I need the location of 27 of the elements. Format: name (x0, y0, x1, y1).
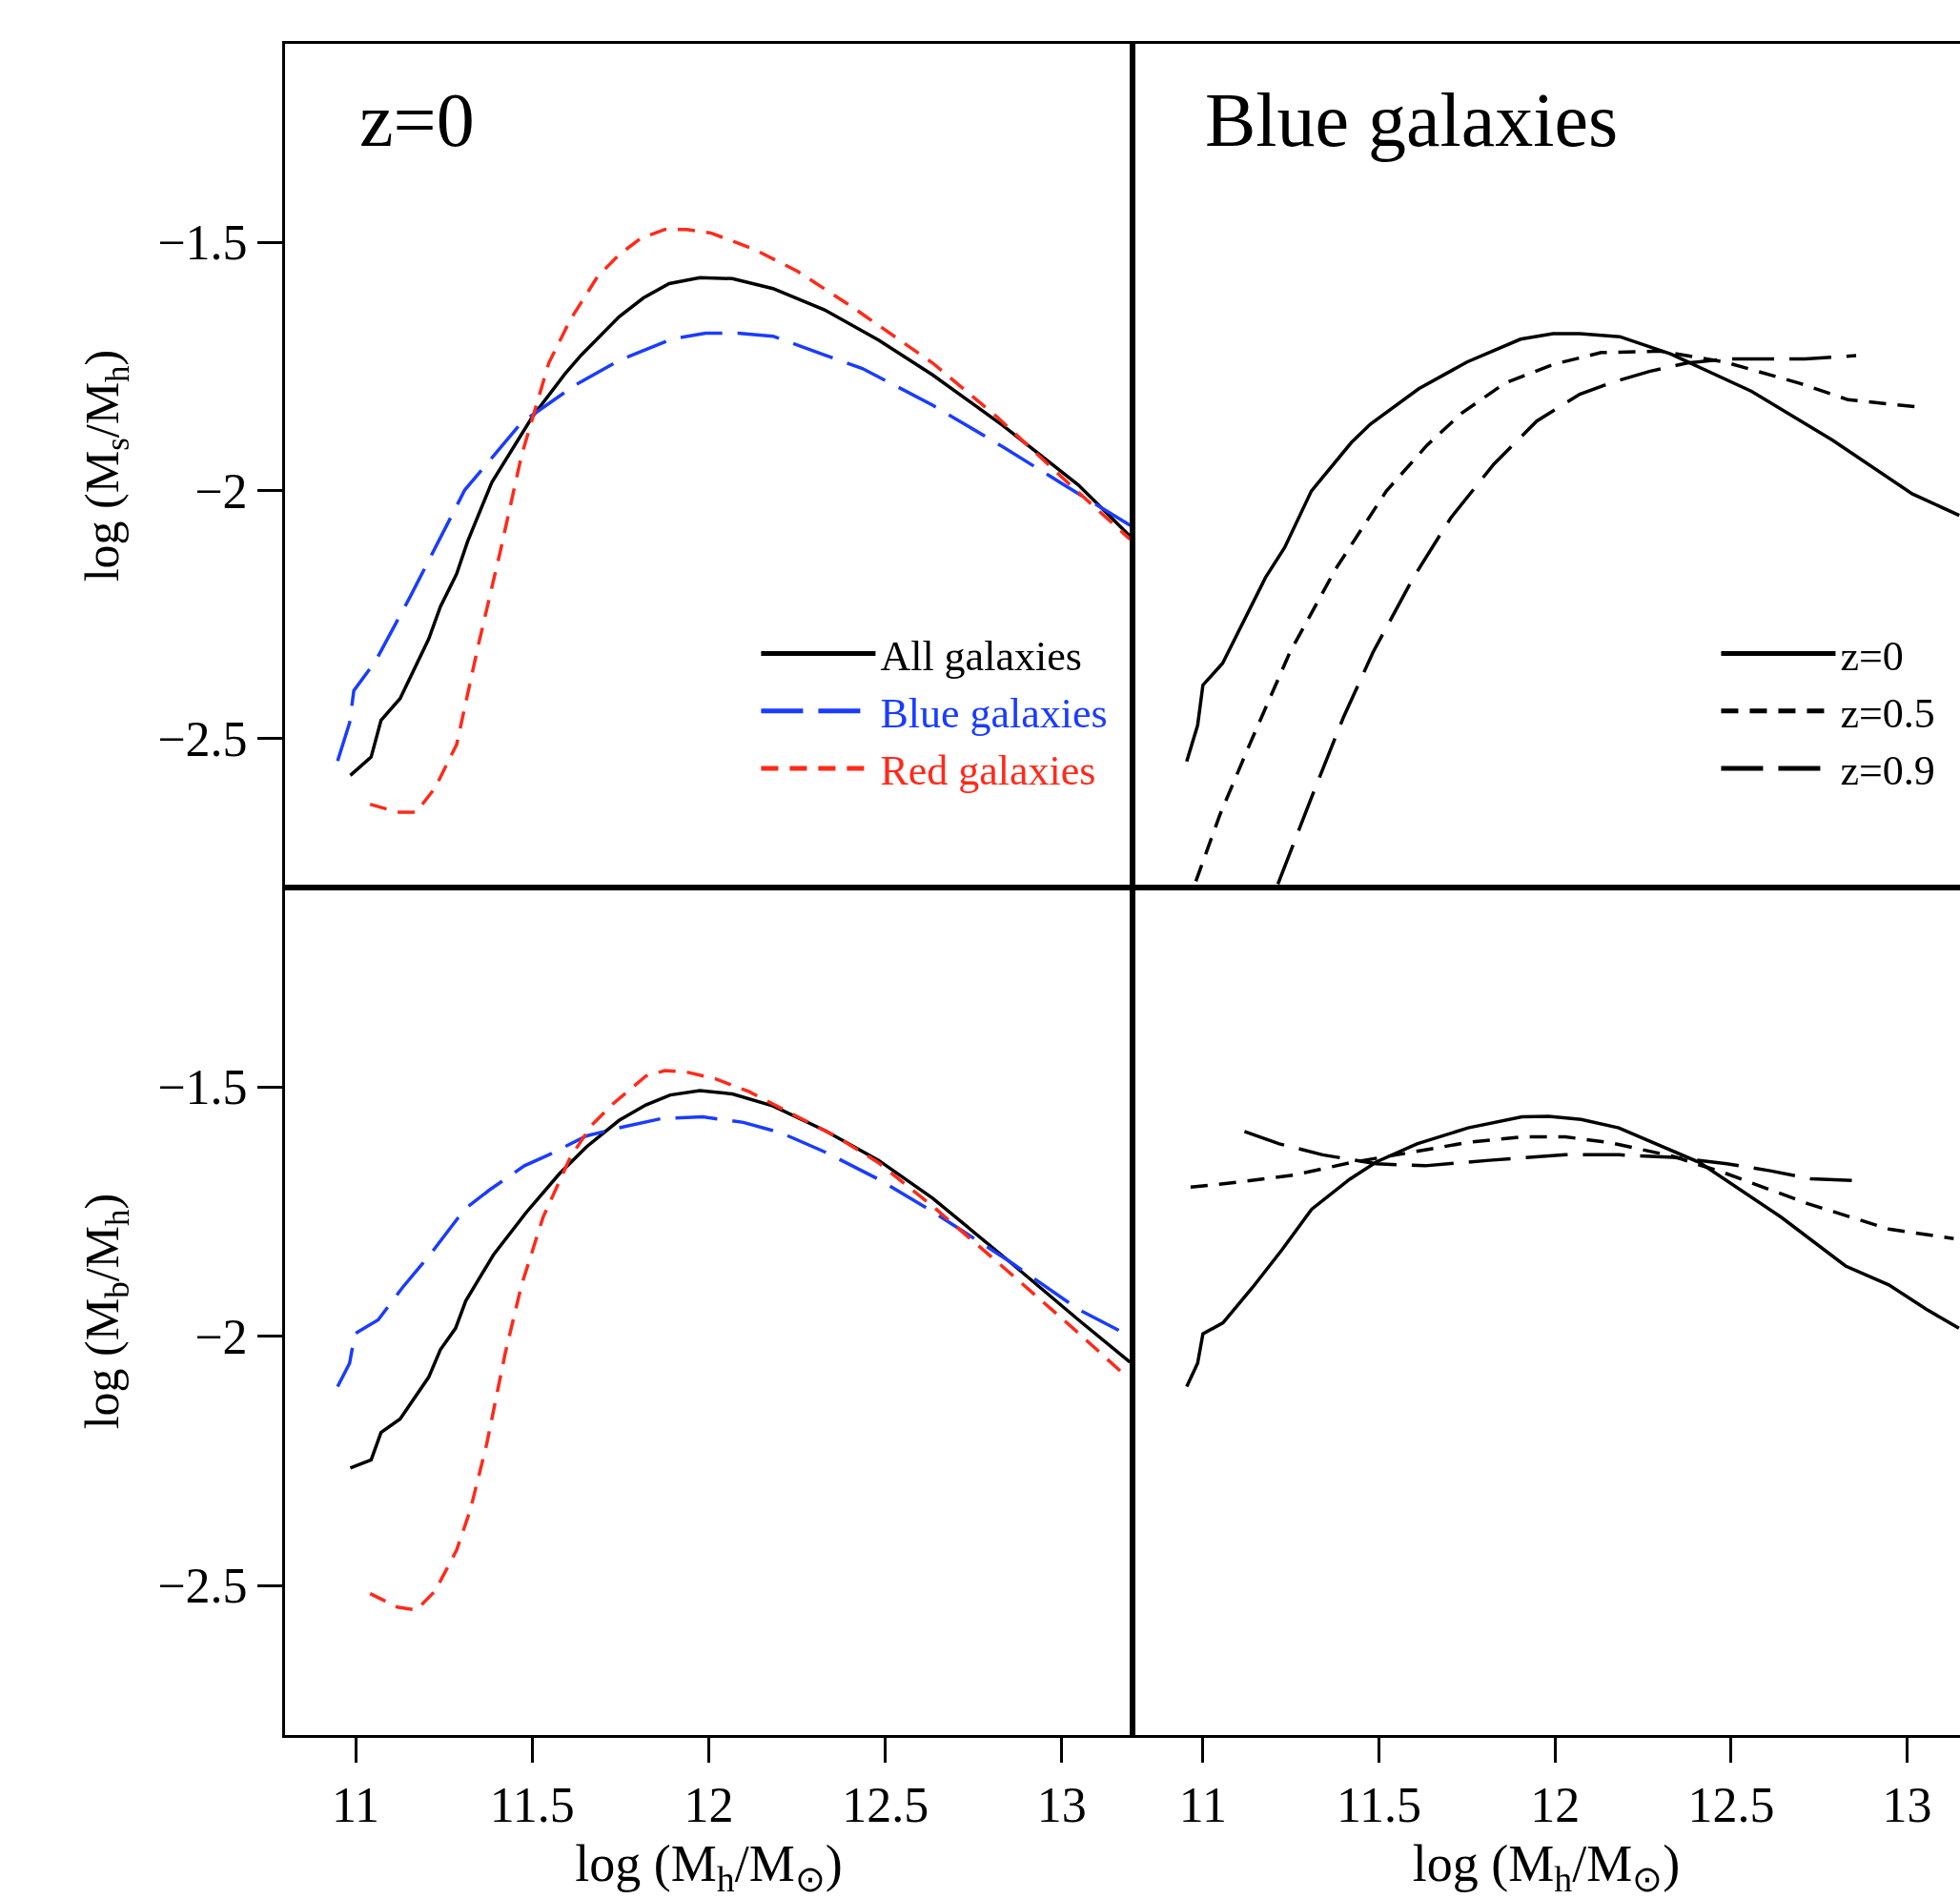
chart-title: Blue galaxies (1205, 78, 1619, 162)
x-tick-label: 13 (1036, 1778, 1087, 1833)
legend-label: Red galaxies (880, 747, 1096, 795)
y-tick-label: −2.5 (157, 1559, 248, 1614)
chart-title: z=0 (359, 78, 475, 162)
x-axis-title: log (M$_{h}$/M$_{⊙}$) (1412, 1834, 1681, 1899)
y-tick-label: −2 (194, 463, 248, 519)
x-tick-label: 12.5 (1687, 1778, 1775, 1833)
x-tick-label: 11.5 (489, 1778, 575, 1833)
y-tick-label: −2 (194, 1309, 248, 1364)
x-tick-label: 12 (1530, 1778, 1581, 1833)
y-tick-label: −1.5 (157, 215, 248, 271)
legend-label: z=0.5 (1840, 689, 1935, 737)
x-tick-label: 11.5 (1336, 1778, 1422, 1833)
legend-label: z=0.9 (1840, 747, 1935, 795)
y-tick-label: −1.5 (157, 1060, 248, 1115)
x-axis-title: log (M$_{h}$/M$_{⊙}$) (575, 1834, 843, 1899)
x-tick-label: 13 (1882, 1778, 1932, 1833)
legend-label: z=0 (1840, 632, 1904, 680)
legend-label: All galaxies (880, 632, 1082, 680)
x-tick-label: 11 (331, 1778, 380, 1833)
line-series (368, 227, 1133, 814)
x-tick-label: 12.5 (842, 1778, 929, 1833)
x-tick-label: 11 (1178, 1778, 1227, 1833)
y-tick-label: −2.5 (157, 712, 248, 767)
x-tick-label: 12 (684, 1778, 734, 1833)
legend-label: Blue galaxies (880, 689, 1108, 737)
